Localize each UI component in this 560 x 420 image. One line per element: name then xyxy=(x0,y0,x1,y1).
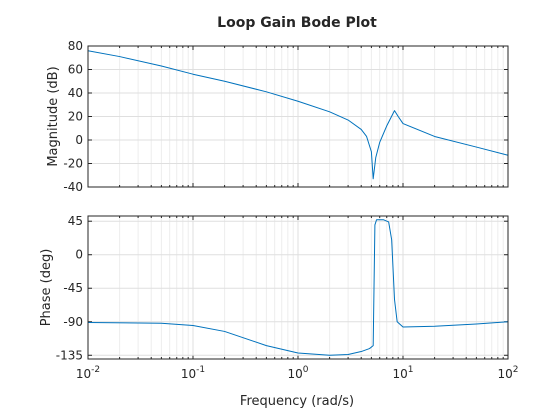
magnitude-axes-box xyxy=(87,45,509,188)
phase-y-tick-label: 0 xyxy=(75,248,83,262)
magnitude-panel: 80 60 40 20 0 -20 -40 Magnitude (dB) xyxy=(46,39,509,194)
magnitude-y-tick-label: 60 xyxy=(68,63,83,77)
magnitude-y-tick-label: 20 xyxy=(68,110,83,124)
phase-y-ticks: 45 0 -45 -90 -135 xyxy=(56,214,508,362)
chart-title: Loop Gain Bode Plot xyxy=(217,15,377,31)
magnitude-y-tick-label: 40 xyxy=(68,86,83,100)
magnitude-line xyxy=(87,50,509,180)
phase-y-label: Phase (deg) xyxy=(39,249,54,327)
x-tick-labels: 10-2 10-1 100 101 102 xyxy=(76,365,519,381)
magnitude-y-tick-label: 80 xyxy=(68,39,83,53)
x-tick-label: 102 xyxy=(497,365,518,381)
phase-panel: 45 0 -45 -90 -135 Phase (deg) xyxy=(39,214,509,362)
phase-y-tick-label: -45 xyxy=(63,281,83,295)
phase-line xyxy=(87,219,509,356)
phase-axes-box xyxy=(87,215,509,360)
phase-y-tick-label: -90 xyxy=(63,315,83,329)
x-tick-label: 10-2 xyxy=(76,365,100,381)
x-tick-label: 10-1 xyxy=(181,365,205,381)
magnitude-y-tick-label: -40 xyxy=(63,180,83,194)
x-tick-label: 100 xyxy=(287,365,308,381)
x-axis-label: Frequency (rad/s) xyxy=(240,394,354,409)
x-tick-label: 101 xyxy=(392,365,413,381)
phase-y-tick-label: 45 xyxy=(68,214,83,228)
phase-y-tick-label: -135 xyxy=(56,348,83,362)
magnitude-y-tick-label: -20 xyxy=(63,157,83,171)
magnitude-y-label: Magnitude (dB) xyxy=(46,66,61,166)
magnitude-y-tick-label: 0 xyxy=(75,133,83,147)
